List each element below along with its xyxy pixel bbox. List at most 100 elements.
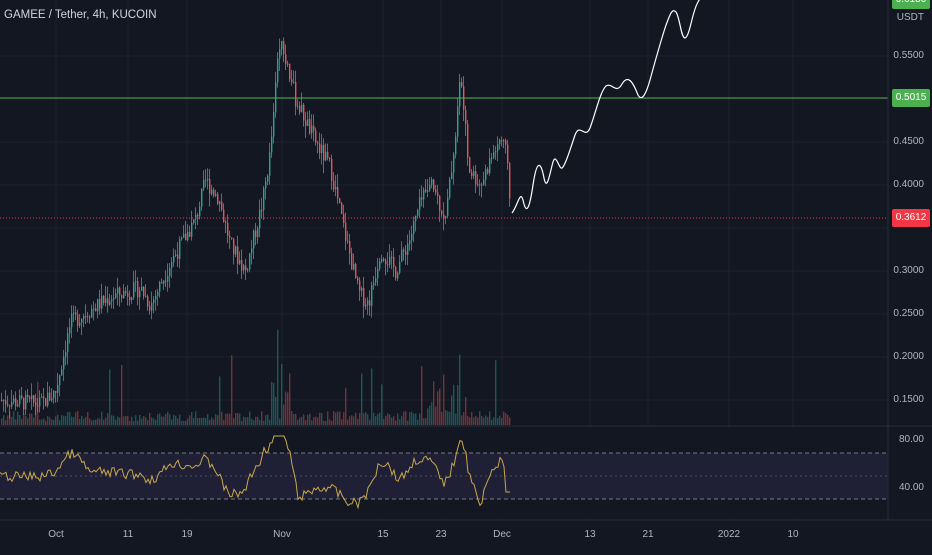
candle-body	[157, 291, 159, 296]
candle-body	[125, 291, 127, 293]
volume-bar	[245, 417, 247, 425]
volume-bar	[95, 419, 97, 425]
candle-body	[61, 369, 63, 376]
candle-body	[387, 264, 389, 266]
candle-body	[177, 254, 179, 259]
volume-bar	[189, 415, 191, 425]
volume-bar	[365, 412, 367, 425]
candle-body	[235, 246, 237, 255]
time-label-13: 13	[584, 529, 596, 540]
projection-drawing[interactable]	[511, 0, 706, 214]
candle-body	[385, 260, 387, 265]
volume-bar	[453, 384, 455, 425]
candle-body	[383, 259, 385, 261]
volume-bar	[311, 420, 313, 425]
candle-body	[143, 286, 145, 297]
volume-bar	[421, 366, 423, 425]
volume-bar	[219, 376, 221, 425]
candle-body	[251, 248, 253, 254]
candle-body	[449, 179, 451, 198]
candle-body	[279, 49, 281, 59]
candle-body	[215, 194, 217, 196]
volume-bar	[105, 417, 107, 425]
volume-bar	[309, 413, 311, 425]
candle-body	[491, 157, 493, 159]
candle-body	[337, 186, 339, 199]
candle-body	[357, 277, 359, 281]
candle-body	[359, 280, 361, 291]
volume-bar	[505, 413, 507, 425]
volume-bar	[337, 411, 339, 425]
volume-bar	[319, 412, 321, 425]
volume-bar	[291, 411, 293, 425]
volume-bar	[327, 411, 329, 425]
candle-body	[471, 172, 473, 177]
volume-bar	[441, 411, 443, 425]
candle-body	[379, 261, 381, 269]
candle-body	[25, 394, 27, 410]
candle-body	[265, 181, 267, 189]
candle-body	[59, 375, 61, 386]
candle-body	[353, 264, 355, 270]
volume-bar	[431, 402, 433, 425]
candle-body	[413, 221, 415, 234]
volume-bar	[107, 413, 109, 425]
volume-bar	[239, 413, 241, 425]
volume-bar	[19, 414, 21, 425]
candle-body	[489, 158, 491, 174]
volume-bar	[323, 420, 325, 425]
candle-body	[255, 230, 257, 238]
volume-bar	[181, 420, 183, 425]
price-tick-0.30: 0.3000	[893, 265, 924, 276]
volume-bar	[117, 416, 119, 425]
volume-bar	[125, 415, 127, 425]
volume-bar	[487, 416, 489, 425]
candle-body	[365, 304, 367, 307]
candle-body	[207, 179, 209, 181]
candle-body	[35, 402, 37, 406]
volume-bar	[397, 413, 399, 425]
candle-body	[433, 179, 435, 190]
price-tick-0.15: 0.1500	[893, 394, 924, 405]
candle-body	[505, 140, 507, 145]
volume-bar	[201, 417, 203, 425]
candle-body	[419, 197, 421, 211]
volume-bar	[295, 413, 297, 425]
volume-bar	[255, 416, 257, 425]
volume-bar	[465, 397, 467, 425]
volume-bar	[391, 417, 393, 425]
volume-bar	[477, 417, 479, 425]
volume-bar	[177, 418, 179, 425]
candle-body	[343, 213, 345, 224]
candle-body	[107, 298, 109, 305]
volume-bar	[483, 417, 485, 425]
candle-body	[475, 171, 477, 185]
candle-body	[469, 157, 471, 173]
volume-bar	[63, 415, 65, 425]
volume-bar	[25, 416, 27, 425]
candle-body	[89, 317, 91, 319]
volume-bar	[23, 414, 25, 425]
volume-bar	[41, 419, 43, 425]
volume-bar	[499, 415, 501, 425]
candle-body	[109, 301, 111, 305]
candle-body	[103, 295, 105, 303]
candle-body	[369, 300, 371, 306]
candle-body	[509, 163, 511, 199]
volume-bar	[317, 417, 319, 425]
volume-bar	[267, 414, 269, 425]
symbol-title[interactable]: GAMEE / Tether, 4h, KUCOIN	[4, 9, 157, 21]
volume-bar	[417, 419, 419, 425]
candle-body	[313, 125, 315, 131]
volume-bar	[287, 392, 289, 425]
candle-body	[381, 259, 383, 262]
volume-bar	[1, 418, 3, 425]
volume-bar	[339, 411, 341, 425]
candle-body	[399, 261, 401, 273]
grid-lines	[0, 0, 888, 520]
volume-bar	[457, 384, 459, 425]
volume-bar	[211, 417, 213, 425]
volume-bar	[141, 418, 143, 425]
